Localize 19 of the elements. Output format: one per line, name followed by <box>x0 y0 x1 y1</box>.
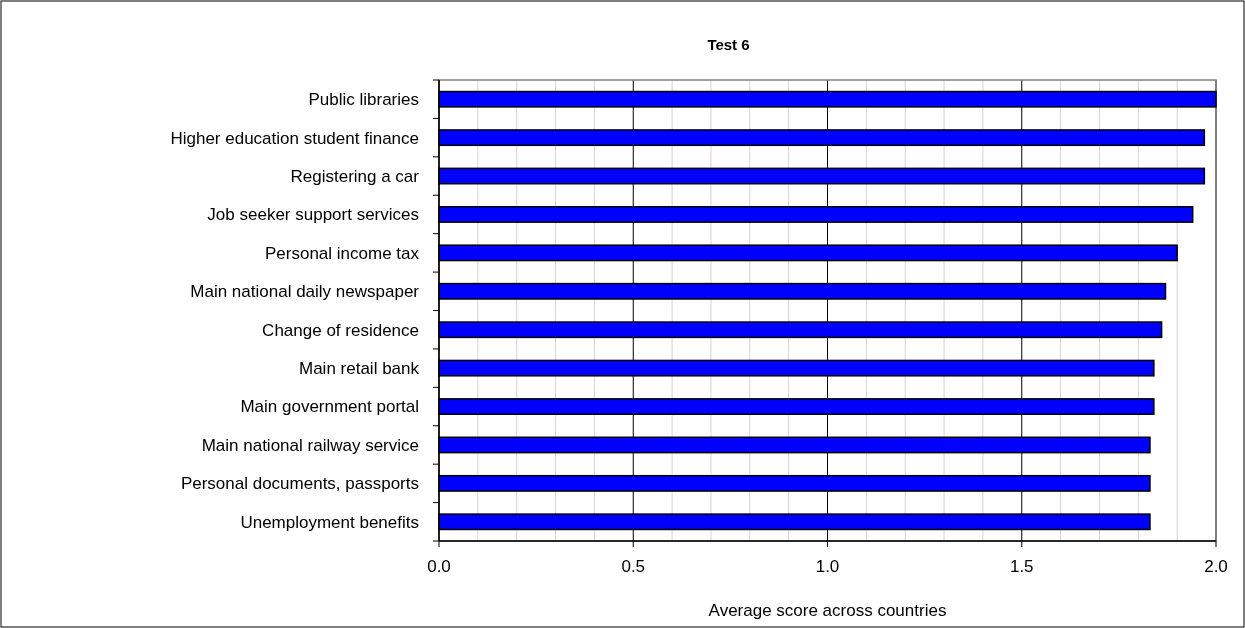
y-tick-label: Main national railway service <box>201 435 419 455</box>
y-tick-label: Main retail bank <box>298 359 420 379</box>
x-tick-label: 0.0 <box>427 557 451 576</box>
chart-title: Test 6 <box>707 36 750 53</box>
y-tick-label: Personal income tax <box>264 243 420 263</box>
y-tick-label: Registering a car <box>290 166 420 186</box>
y-tick-label: Job seeker support services <box>207 205 419 225</box>
x-tick-label: 0.5 <box>621 557 646 576</box>
y-tick-label: Public libraries <box>308 90 419 110</box>
x-tick-label: 1.5 <box>1009 557 1034 576</box>
y-tick-label: Main government portal <box>240 397 419 417</box>
x-tick-label: 1.0 <box>815 557 840 576</box>
y-tick-label: Main national daily newspaper <box>190 282 420 302</box>
x-axis-title: Average score across countries <box>708 601 947 620</box>
y-tick-label: Personal documents, passports <box>180 474 419 494</box>
y-tick-label: Unemployment benefits <box>240 512 419 532</box>
x-tick-label: 2.0 <box>1204 557 1228 576</box>
y-tick-label: Higher education student finance <box>170 128 419 148</box>
y-tick-label: Change of residence <box>262 320 419 340</box>
